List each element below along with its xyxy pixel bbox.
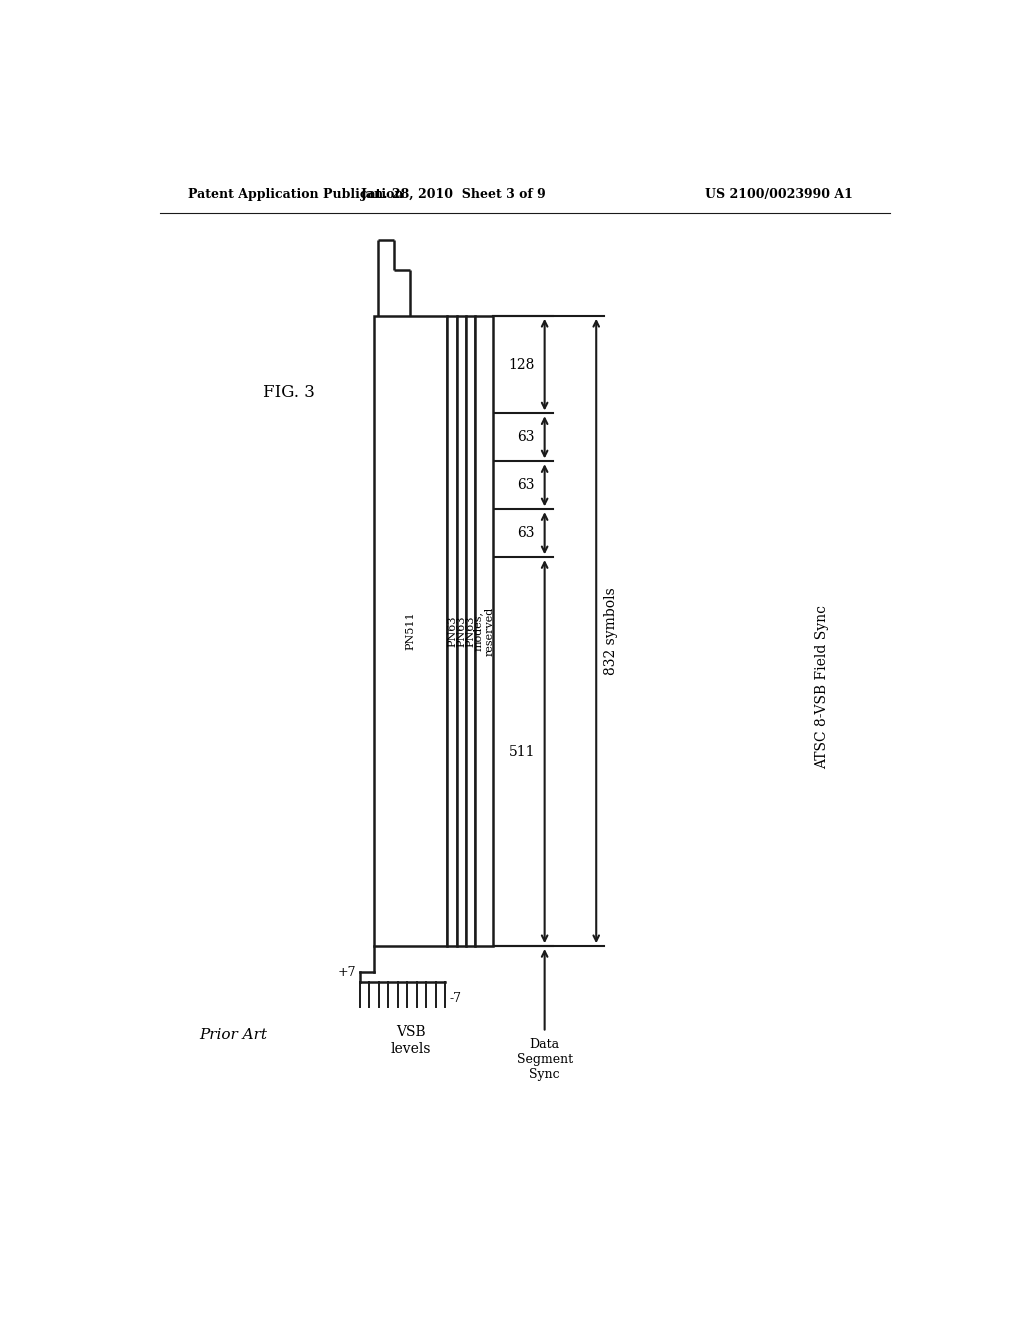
Text: 832 symbols: 832 symbols (604, 587, 618, 675)
Bar (466, 315, 475, 946)
Text: Patent Application Publication: Patent Application Publication (187, 189, 403, 202)
Bar (374, 315, 447, 946)
Text: 63: 63 (517, 527, 536, 540)
Text: FIG. 3: FIG. 3 (263, 384, 314, 401)
Bar (475, 315, 494, 946)
Text: modes,
reserved: modes, reserved (473, 606, 495, 656)
Text: 128: 128 (509, 358, 536, 372)
Text: Prior Art: Prior Art (200, 1027, 267, 1041)
Text: PN511: PN511 (406, 611, 416, 651)
Text: Data
Segment
Sync: Data Segment Sync (516, 1038, 572, 1081)
Text: US 2100/0023990 A1: US 2100/0023990 A1 (705, 189, 853, 202)
Text: -7: -7 (450, 993, 462, 1005)
Text: PN63: PN63 (465, 615, 475, 647)
Text: VSB
levels: VSB levels (390, 1026, 431, 1056)
Text: 511: 511 (509, 744, 536, 759)
Text: PN63: PN63 (447, 615, 457, 647)
Text: Jan. 28, 2010  Sheet 3 of 9: Jan. 28, 2010 Sheet 3 of 9 (360, 189, 546, 202)
Bar (447, 315, 457, 946)
Text: 63: 63 (517, 430, 536, 445)
Text: +7: +7 (337, 966, 355, 978)
Text: ATSC 8-VSB Field Sync: ATSC 8-VSB Field Sync (815, 605, 829, 770)
Text: PN63: PN63 (456, 615, 466, 647)
Bar (457, 315, 466, 946)
Text: 63: 63 (517, 478, 536, 492)
